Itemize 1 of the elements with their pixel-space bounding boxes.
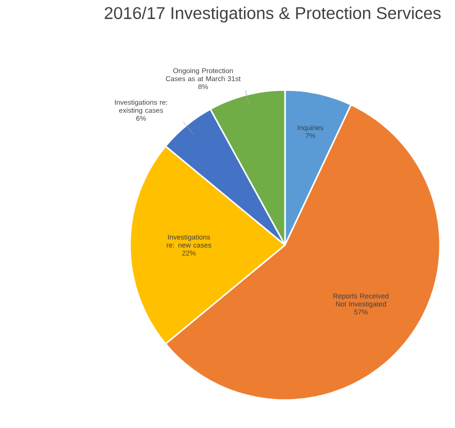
chart-title: 2016/17 Investigations & Protection Services	[104, 6, 441, 22]
